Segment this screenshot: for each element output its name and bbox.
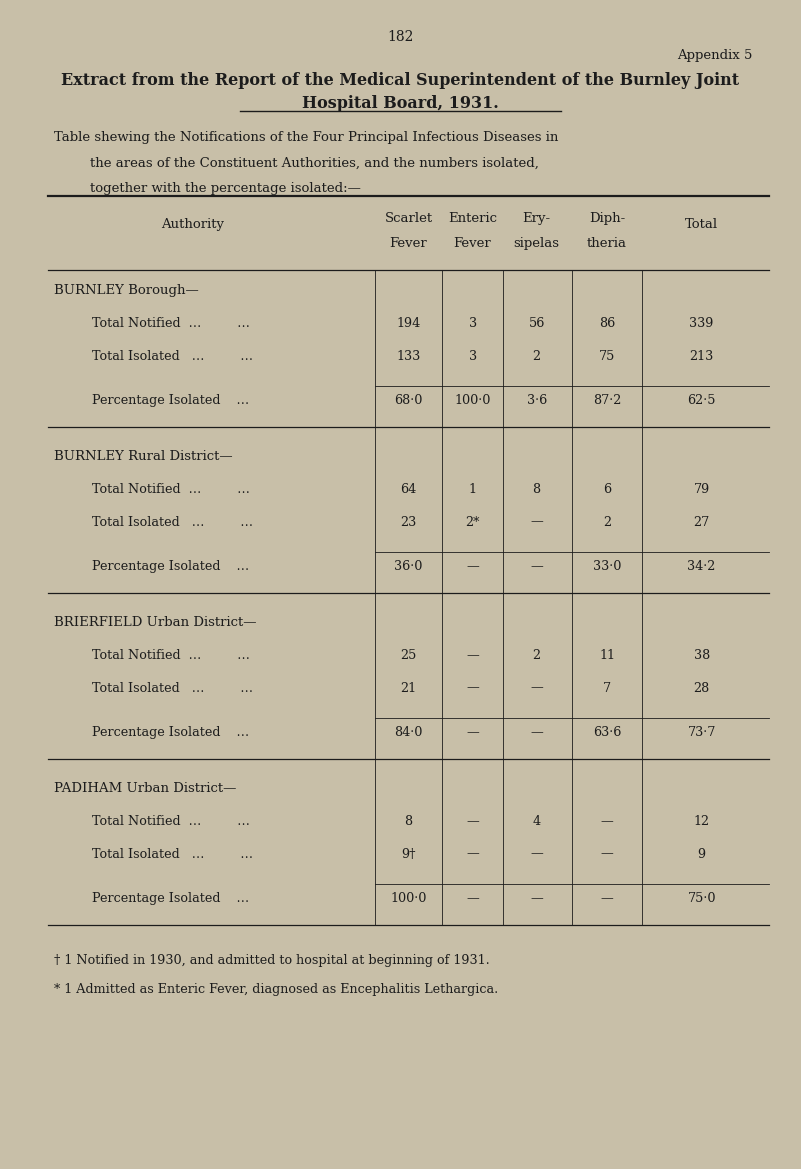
Text: Total Notified  …         …: Total Notified … … [92, 483, 250, 496]
Text: Total Notified  …         …: Total Notified … … [92, 815, 250, 828]
Text: 21: 21 [400, 682, 417, 694]
Text: Percentage Isolated    …: Percentage Isolated … [92, 560, 249, 573]
Text: 56: 56 [529, 317, 545, 330]
Text: 25: 25 [400, 649, 417, 662]
Text: 86: 86 [599, 317, 615, 330]
Text: Fever: Fever [389, 237, 428, 250]
Text: 62·5: 62·5 [687, 394, 716, 407]
Text: 133: 133 [396, 350, 421, 362]
Text: sipelas: sipelas [513, 237, 560, 250]
Text: 73·7: 73·7 [687, 726, 716, 739]
Text: 87·2: 87·2 [593, 394, 622, 407]
Text: 64: 64 [400, 483, 417, 496]
Text: Hospital Board, 1931.: Hospital Board, 1931. [302, 95, 499, 112]
Text: 7: 7 [603, 682, 611, 694]
Text: Total Isolated   …         …: Total Isolated … … [92, 516, 253, 528]
Text: the areas of the Constituent Authorities, and the numbers isolated,: the areas of the Constituent Authorities… [90, 157, 538, 170]
Text: —: — [530, 892, 543, 905]
Text: 3: 3 [469, 317, 477, 330]
Text: Total Isolated   …         …: Total Isolated … … [92, 350, 253, 362]
Text: —: — [466, 560, 479, 573]
Text: 79: 79 [694, 483, 710, 496]
Text: BURNLEY Rural District—: BURNLEY Rural District— [54, 450, 233, 463]
Text: 6: 6 [603, 483, 611, 496]
Text: Diph-: Diph- [589, 212, 626, 224]
Text: Total Notified  …         …: Total Notified … … [92, 649, 250, 662]
Text: Table shewing the Notifications of the Four Principal Infectious Diseases in: Table shewing the Notifications of the F… [54, 131, 559, 144]
Text: Total Notified  …         …: Total Notified … … [92, 317, 250, 330]
Text: —: — [530, 560, 543, 573]
Text: 194: 194 [396, 317, 421, 330]
Text: Total: Total [685, 217, 718, 231]
Text: BURNLEY Borough—: BURNLEY Borough— [54, 284, 199, 297]
Text: —: — [601, 892, 614, 905]
Text: —: — [466, 815, 479, 828]
Text: —: — [530, 682, 543, 694]
Text: 28: 28 [694, 682, 710, 694]
Text: 33·0: 33·0 [593, 560, 622, 573]
Text: 27: 27 [694, 516, 710, 528]
Text: 2: 2 [533, 350, 541, 362]
Text: 23: 23 [400, 516, 417, 528]
Text: 100·0: 100·0 [454, 394, 491, 407]
Text: 38: 38 [694, 649, 710, 662]
Text: together with the percentage isolated:—: together with the percentage isolated:— [90, 182, 360, 195]
Text: 2: 2 [603, 516, 611, 528]
Text: 8: 8 [405, 815, 413, 828]
Text: Percentage Isolated    …: Percentage Isolated … [92, 892, 249, 905]
Text: Percentage Isolated    …: Percentage Isolated … [92, 726, 249, 739]
Text: 4: 4 [533, 815, 541, 828]
Text: 68·0: 68·0 [394, 394, 423, 407]
Text: Enteric: Enteric [448, 212, 497, 224]
Text: 182: 182 [388, 30, 413, 44]
Text: —: — [466, 649, 479, 662]
Text: —: — [466, 682, 479, 694]
Text: 100·0: 100·0 [390, 892, 427, 905]
Text: Percentage Isolated    …: Percentage Isolated … [92, 394, 249, 407]
Text: 213: 213 [690, 350, 714, 362]
Text: 8: 8 [533, 483, 541, 496]
Text: Appendix 5: Appendix 5 [678, 49, 753, 62]
Text: theria: theria [587, 237, 627, 250]
Text: Fever: Fever [453, 237, 492, 250]
Text: —: — [601, 815, 614, 828]
Text: 9: 9 [698, 848, 706, 860]
Text: 84·0: 84·0 [394, 726, 423, 739]
Text: Ery-: Ery- [522, 212, 551, 224]
Text: Total Isolated   …         …: Total Isolated … … [92, 848, 253, 860]
Text: † 1 Notified in 1930, and admitted to hospital at beginning of 1931.: † 1 Notified in 1930, and admitted to ho… [54, 954, 490, 967]
Text: —: — [530, 848, 543, 860]
Text: Authority: Authority [161, 217, 223, 231]
Text: 1: 1 [469, 483, 477, 496]
Text: 2: 2 [533, 649, 541, 662]
Text: 3: 3 [469, 350, 477, 362]
Text: —: — [466, 848, 479, 860]
Text: 75: 75 [599, 350, 615, 362]
Text: 2*: 2* [465, 516, 480, 528]
Text: 9†: 9† [401, 848, 416, 860]
Text: 12: 12 [694, 815, 710, 828]
Text: 36·0: 36·0 [394, 560, 423, 573]
Text: Extract from the Report of the Medical Superintendent of the Burnley Joint: Extract from the Report of the Medical S… [62, 72, 739, 90]
Text: BRIERFIELD Urban District—: BRIERFIELD Urban District— [54, 616, 257, 629]
Text: 3·6: 3·6 [526, 394, 547, 407]
Text: —: — [530, 726, 543, 739]
Text: 11: 11 [599, 649, 615, 662]
Text: 34·2: 34·2 [687, 560, 716, 573]
Text: PADIHAM Urban District—: PADIHAM Urban District— [54, 782, 237, 795]
Text: —: — [466, 726, 479, 739]
Text: —: — [466, 892, 479, 905]
Text: * 1 Admitted as Enteric Fever, diagnosed as Encephalitis Lethargica.: * 1 Admitted as Enteric Fever, diagnosed… [54, 983, 499, 996]
Text: —: — [601, 848, 614, 860]
Text: Scarlet: Scarlet [384, 212, 433, 224]
Text: 63·6: 63·6 [593, 726, 622, 739]
Text: —: — [530, 516, 543, 528]
Text: Total Isolated   …         …: Total Isolated … … [92, 682, 253, 694]
Text: 339: 339 [690, 317, 714, 330]
Text: 75·0: 75·0 [687, 892, 716, 905]
